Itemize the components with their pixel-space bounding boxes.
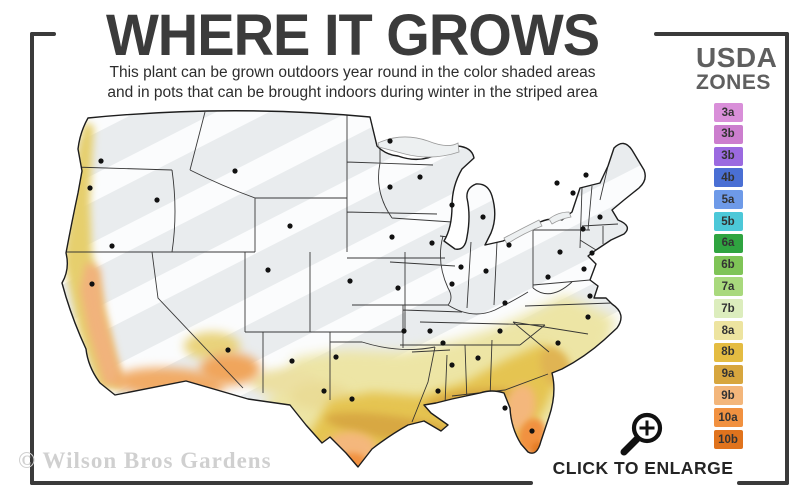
subtitle-line-1: This plant can be grown outdoors year ro… (109, 64, 596, 81)
city-dot (449, 202, 455, 208)
zone-chip-4b: 4b (713, 168, 743, 188)
page-subtitle: This plant can be grown outdoors year ro… (40, 63, 665, 104)
city-dot (555, 340, 561, 346)
state-borders (63, 111, 619, 423)
zone-region (200, 353, 260, 385)
frame-border-left (30, 32, 34, 485)
zone-region (184, 332, 240, 360)
city-dot (458, 264, 464, 270)
frame-border-bottom-right (737, 481, 789, 485)
city-dot (483, 268, 489, 274)
enlarge-label: CLICK TO ENLARGE (552, 458, 734, 478)
city-dot (389, 234, 395, 240)
zone-chip-7b: 7b (713, 299, 743, 319)
page-title: WHERE IT GROWS (105, 1, 600, 68)
city-dot (554, 180, 560, 186)
city-dot (502, 405, 508, 411)
city-dot (347, 278, 353, 284)
city-dot (583, 172, 589, 178)
city-dot (570, 190, 576, 196)
city-dot (585, 314, 591, 320)
city-dot (435, 388, 441, 394)
zone-chip-6a: 6a (713, 233, 743, 253)
zone-chip-3b: 3b (713, 146, 743, 166)
city-dot (401, 328, 407, 334)
city-dot (109, 243, 115, 249)
click-to-enlarge-button[interactable]: CLICK TO ENLARGE (543, 407, 743, 479)
city-dot (581, 266, 587, 272)
zone-chip-10a: 10a (713, 408, 743, 428)
zone-chip-5a: 5a (713, 190, 743, 210)
zone-region (504, 384, 536, 432)
city-dot (387, 184, 393, 190)
frame-border-bottom-left (30, 481, 533, 485)
zone-chip-9b: 9b (713, 386, 743, 406)
city-dot (387, 138, 393, 144)
city-dot (225, 347, 231, 353)
us-map-outline (61, 110, 646, 468)
city-dot (497, 328, 503, 334)
city-dot (333, 354, 339, 360)
city-dot (589, 250, 595, 256)
city-dot (480, 214, 486, 220)
city-dot (417, 174, 423, 180)
zone-region (80, 262, 126, 386)
city-dot (440, 340, 446, 346)
legend-subtitle: ZONES (696, 71, 771, 94)
city-dot (87, 185, 93, 191)
city-dot (429, 240, 435, 246)
city-dot (232, 168, 238, 174)
city-dot (597, 214, 603, 220)
city-dot (557, 249, 563, 255)
us-coastline-stroke (61, 110, 646, 468)
city-dot (545, 274, 551, 280)
zone-chip-7a: 7a (713, 277, 743, 297)
frame-border-top-left (30, 32, 56, 36)
city-dot (475, 355, 481, 361)
zone-chip-8a: 8a (713, 321, 743, 341)
watermark: © Wilson Bros Gardens (18, 448, 272, 473)
city-dot (265, 267, 271, 273)
city-dot (89, 281, 95, 287)
frame-border-top-right (654, 32, 789, 36)
zone-chip-6b: 6b (713, 255, 743, 275)
city-dot (395, 285, 401, 291)
city-dot (529, 428, 535, 434)
city-dot (287, 223, 293, 229)
city-dot (580, 226, 586, 232)
zone-chip-10b: 10b (713, 430, 743, 449)
zone-chip-3b: 3b (713, 124, 743, 144)
zoom-in-icon[interactable] (613, 407, 673, 457)
zone-list: 3a 3b 3b 4b 5a 5b 6a 6b 7a 7b 8a 8b 9a 9b 10a 10b (696, 103, 760, 449)
city-dot (289, 358, 295, 364)
city-dots (87, 138, 603, 434)
city-dot (502, 300, 508, 306)
great-lakes (377, 136, 572, 245)
city-dot (506, 242, 512, 248)
city-dot (587, 293, 593, 299)
city-dot (349, 396, 355, 402)
city-dot (154, 197, 160, 203)
frame-border-right (785, 32, 789, 485)
city-dot (321, 388, 327, 394)
city-dot (449, 281, 455, 287)
zone-chip-5b: 5b (713, 212, 743, 232)
city-dot (449, 362, 455, 368)
zone-chip-9a: 9a (713, 364, 743, 384)
city-dot (98, 158, 104, 164)
zone-chip-3a: 3a (713, 103, 743, 123)
zone-chip-8b: 8b (713, 342, 743, 362)
city-dot (427, 328, 433, 334)
subtitle-line-2: and in pots that can be brought indoors … (107, 84, 598, 102)
zone-region (324, 432, 376, 464)
